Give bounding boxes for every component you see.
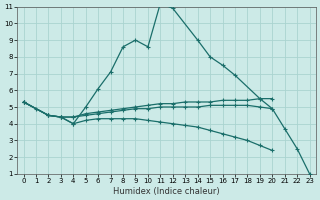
X-axis label: Humidex (Indice chaleur): Humidex (Indice chaleur) [113,187,220,196]
